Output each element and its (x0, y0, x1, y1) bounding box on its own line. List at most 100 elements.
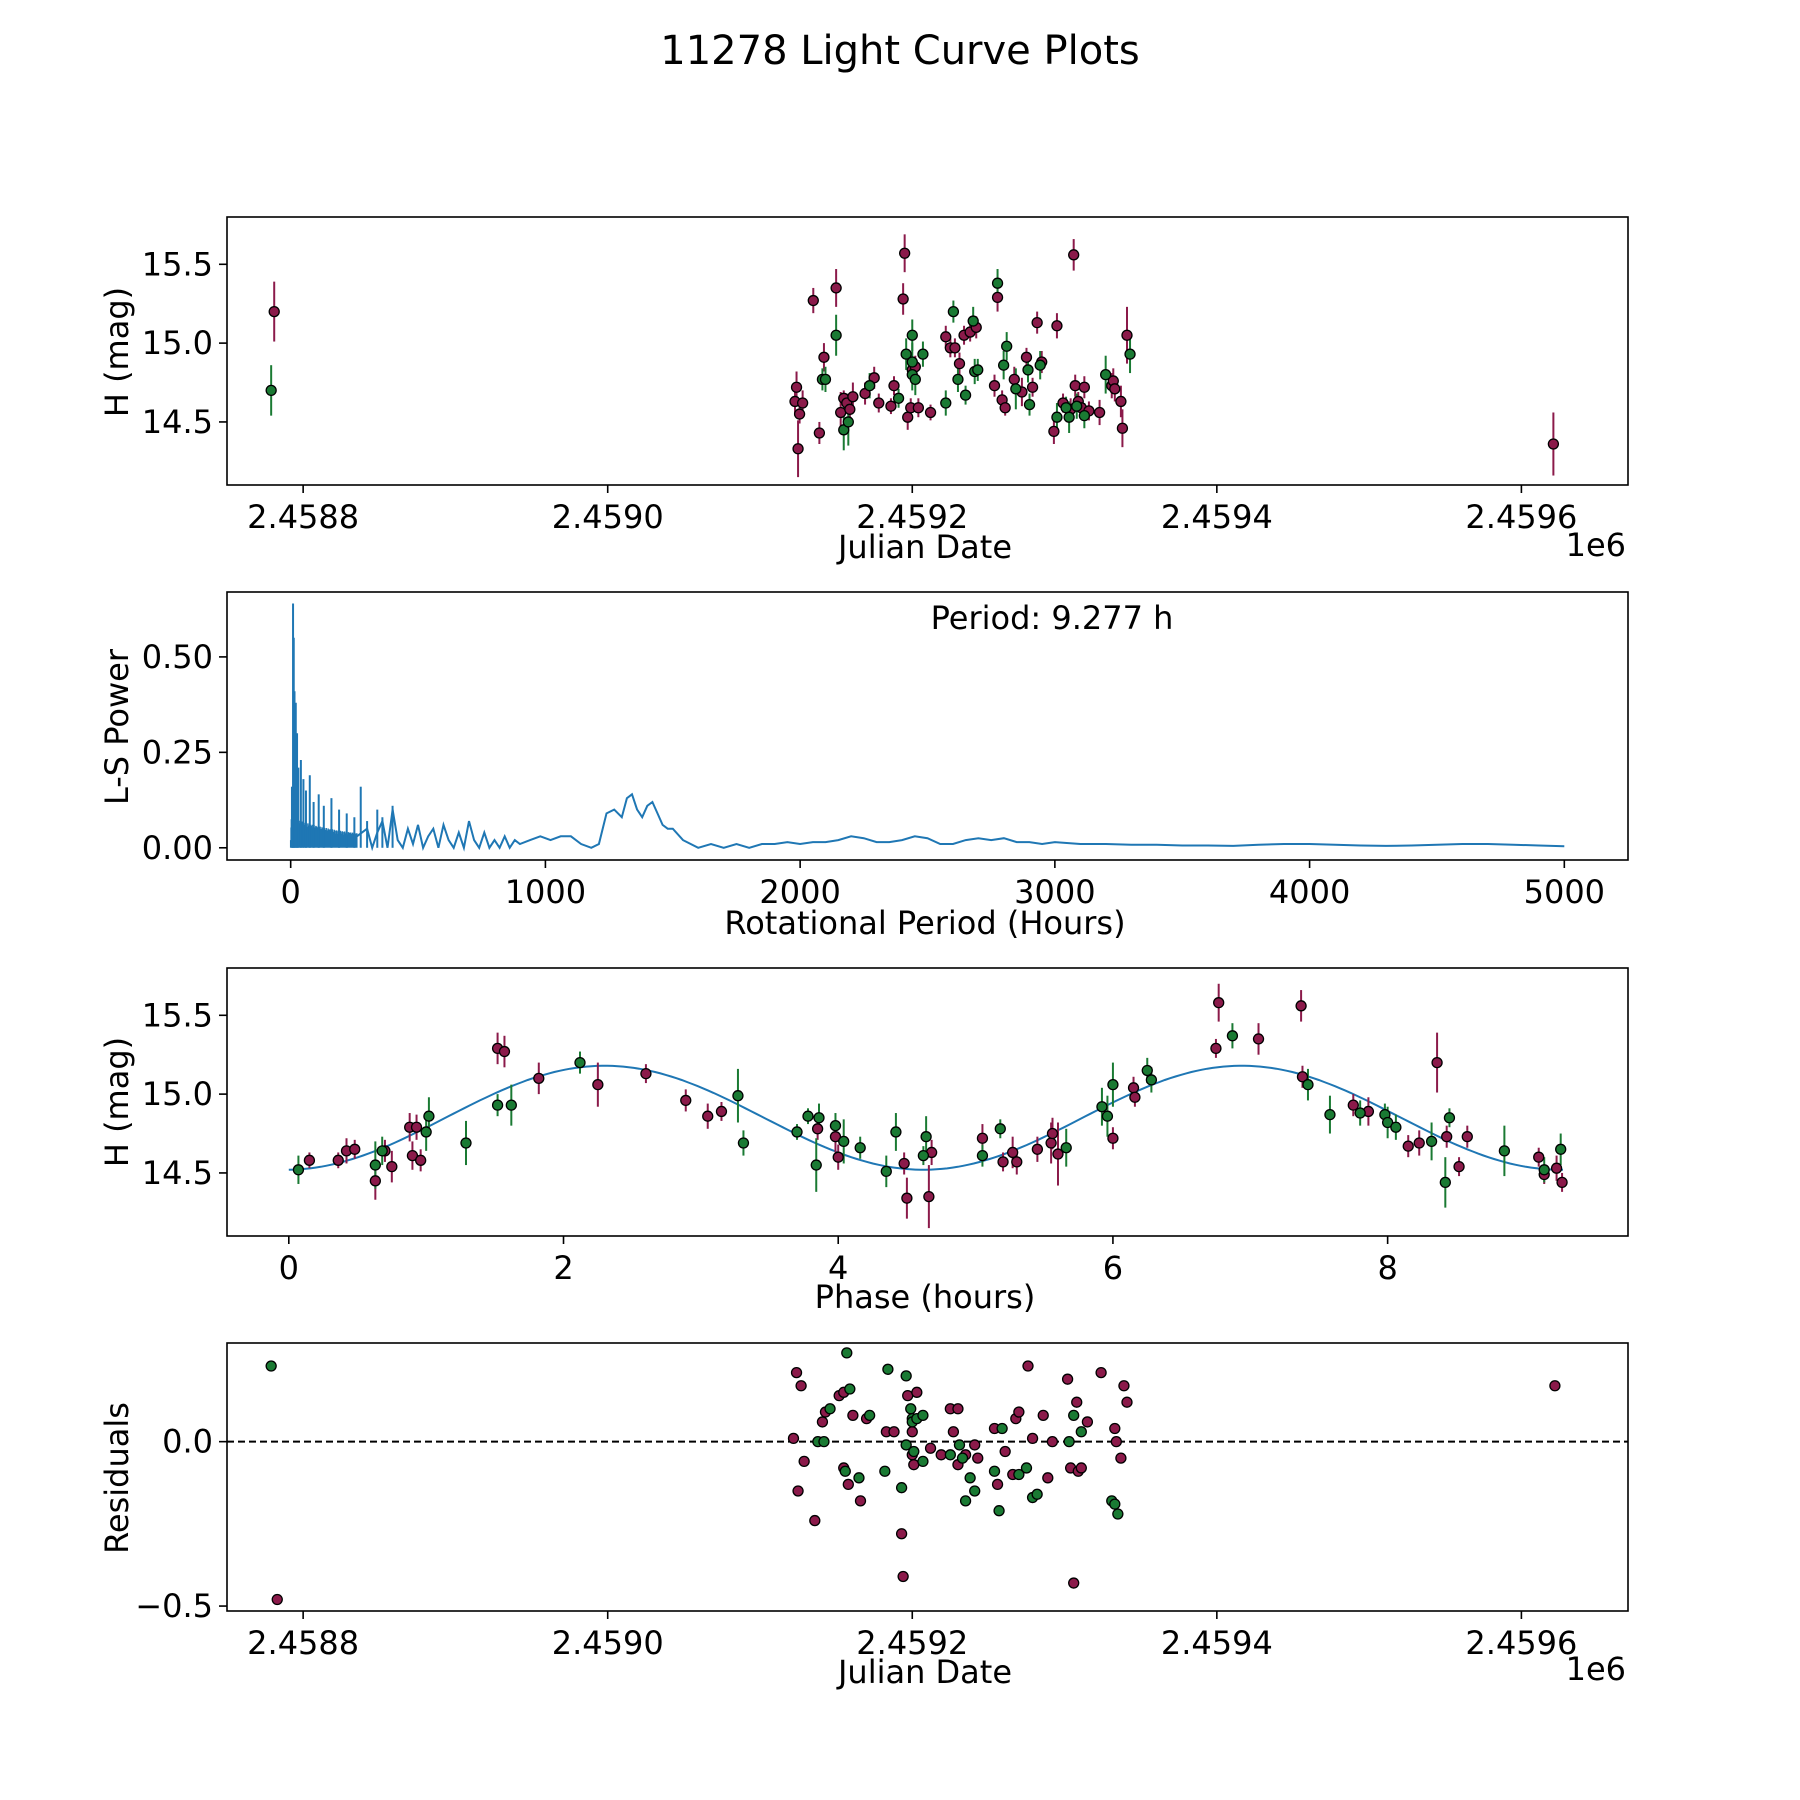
lightcurve-point (940, 331, 952, 343)
lightcurve-point (1116, 422, 1129, 434)
phased-frame (226, 967, 1629, 1237)
residuals-point (809, 1514, 821, 1527)
residuals-x-tick-label: 2.4592 (856, 1624, 968, 1662)
residuals-point (972, 1452, 984, 1464)
residuals-point (795, 1380, 807, 1392)
phased-x-tick-label: 8 (1377, 1249, 1397, 1287)
phased-point (640, 1067, 652, 1080)
phased-point (505, 1099, 517, 1111)
residuals-point (853, 1472, 865, 1484)
phased-point (920, 1131, 932, 1143)
lightcurve-point (924, 406, 937, 419)
period-annotation: Period: 9.277 h (931, 599, 1174, 637)
periodogram-power-curve (341, 792, 1565, 852)
lightcurve-point (1008, 373, 1020, 386)
residuals-point (988, 1465, 1001, 1477)
residuals-point (1095, 1366, 1107, 1379)
lightcurve-frame (226, 216, 1629, 486)
periodogram-y-tick-label: 0.50 (142, 638, 213, 676)
lightcurve-y-tick-label: 15.0 (142, 324, 213, 362)
lightcurve-point (1115, 395, 1127, 408)
residuals-x-tick-label: 2.4590 (552, 1624, 664, 1662)
residuals-point (895, 1482, 908, 1494)
lightcurve-point (1069, 380, 1081, 392)
phased-point (890, 1126, 902, 1138)
residuals-point (947, 1426, 960, 1438)
lightcurve-point (1051, 320, 1063, 332)
phased-point (349, 1143, 361, 1155)
residuals-point (900, 1370, 912, 1382)
residuals-point (953, 1439, 966, 1451)
phased-point (292, 1164, 305, 1176)
phased-point (1453, 1160, 1465, 1173)
phased-point (1045, 1137, 1057, 1149)
phased-panel: Phase (hours) H (mag) 0 2 4 6 8 14.5 15.0 15.5 (98, 967, 1629, 1316)
lightcurve-point (988, 380, 1001, 392)
phased-point (1296, 1071, 1309, 1083)
phased-point (1060, 1142, 1072, 1154)
lightcurve-point (830, 329, 842, 341)
lightcurve-point (807, 294, 819, 307)
lightcurve-point (912, 402, 925, 414)
residuals-point (991, 1478, 1004, 1491)
residuals-point (790, 1366, 803, 1379)
residuals-point (844, 1383, 856, 1395)
phased-point (303, 1154, 316, 1166)
phased-point (592, 1079, 604, 1091)
phased-point (1498, 1145, 1511, 1157)
phased-x-tick-label: 2 (553, 1249, 573, 1287)
lightcurve-point (906, 329, 918, 341)
phased-fit-curve (288, 1064, 1563, 1171)
residuals-point (792, 1485, 804, 1497)
phased-point (715, 1105, 728, 1118)
residuals-point (959, 1495, 972, 1507)
lightcurve-point (1068, 249, 1080, 261)
lightcurve-point (1063, 411, 1075, 423)
phased-point (802, 1110, 814, 1122)
lightcurve-point (873, 397, 885, 409)
residuals-point (888, 1426, 900, 1438)
residuals-x-offset: 1e6 (1566, 1650, 1626, 1688)
phased-point (832, 1151, 844, 1163)
phased-point (491, 1099, 504, 1111)
residuals-point (1118, 1380, 1130, 1392)
residuals-point (1020, 1462, 1033, 1474)
lightcurve-point (1124, 348, 1136, 360)
residuals-point (1022, 1360, 1034, 1372)
phased-x-tick-label: 6 (1103, 1249, 1123, 1287)
residuals-point (1549, 1380, 1561, 1392)
lightcurve-point (813, 427, 826, 439)
residuals-point (1046, 1436, 1059, 1448)
lightcurve-point (793, 408, 806, 420)
lightcurve-point (1121, 329, 1133, 341)
lightcurve-point (1109, 383, 1121, 395)
lightcurve-point (997, 359, 1010, 371)
residuals-point (1068, 1577, 1080, 1589)
phased-point (1213, 997, 1225, 1009)
residuals-x-tick-label: 2.4596 (1465, 1624, 1577, 1662)
phased-point (1402, 1140, 1414, 1152)
phased-point (420, 1126, 432, 1138)
phased-y-tick-label: 15.5 (142, 996, 213, 1034)
lightcurve-panel: Julian Date H (mag) 1e6 2.4588 2.4590 2.45… (98, 216, 1629, 566)
phased-point (1443, 1112, 1456, 1124)
periodogram-y-label: L-S Power (98, 648, 136, 805)
phased-point (737, 1137, 750, 1149)
phased-point (376, 1145, 388, 1157)
lightcurve-point (991, 291, 1004, 304)
periodogram-x-tick-label: 3000 (1014, 873, 1095, 911)
phased-point (1127, 1082, 1140, 1094)
lightcurve-point (790, 381, 803, 393)
residuals-point (908, 1445, 920, 1458)
residuals-x-tick-label: 2.4594 (1161, 1624, 1273, 1662)
residuals-point (841, 1347, 853, 1359)
lightcurve-point (844, 403, 856, 415)
residuals-point (854, 1495, 867, 1507)
lightcurve-point (1093, 406, 1106, 419)
lightcurve-point (888, 380, 900, 392)
phased-point (1441, 1131, 1453, 1143)
residuals-panel: Julian Date Residuals 1e6 2.4588 2.4590 2.… (98, 1342, 1629, 1691)
periodogram-x-tick-label: 1000 (505, 873, 586, 911)
periodogram-x-label: Rotational Period (Hours) (724, 904, 1125, 942)
phased-point (1129, 1091, 1141, 1103)
